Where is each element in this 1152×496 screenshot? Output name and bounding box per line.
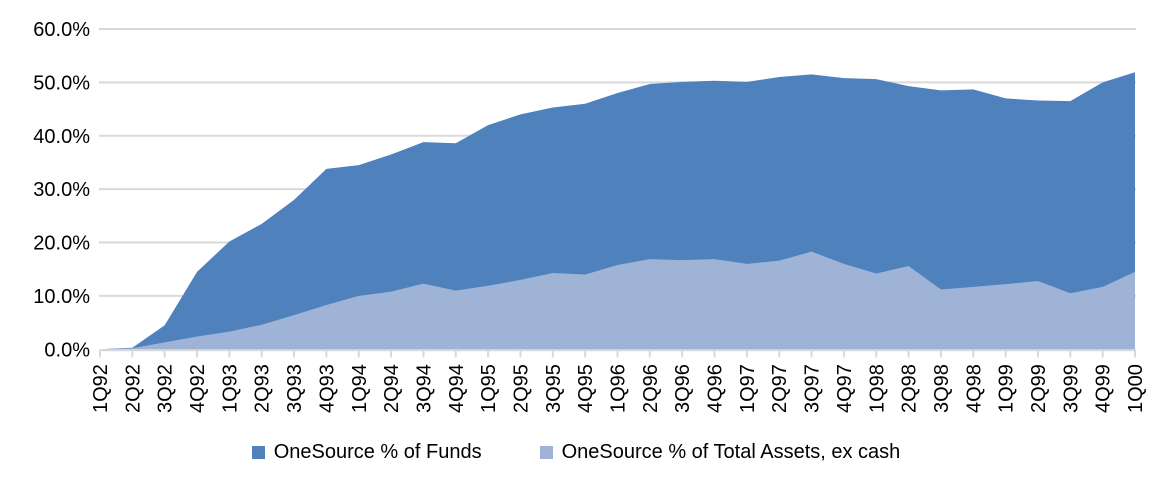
x-axis-tick-label: 1Q99 bbox=[996, 364, 1018, 413]
x-axis-tick-label: 3Q99 bbox=[1060, 364, 1082, 413]
x-axis-tick-label: 2Q93 bbox=[252, 364, 274, 413]
x-axis-tick-label: 2Q94 bbox=[381, 364, 403, 413]
x-axis-tick-label: 2Q96 bbox=[640, 364, 662, 413]
x-axis-tick-label: 4Q98 bbox=[963, 364, 985, 413]
legend-swatch-assets-icon bbox=[539, 446, 553, 459]
x-axis-tick-label: 4Q97 bbox=[834, 364, 856, 413]
assets-area-series bbox=[100, 251, 1135, 350]
area-chart: 0.0% 10.0% 20.0% 30.0% 40.0% 50.0% 60.0% 1Q92 2Q… bbox=[33, 19, 1147, 413]
x-axis-tick-label: 1Q97 bbox=[737, 364, 759, 413]
y-axis-tick-label: 20.0% bbox=[33, 233, 90, 255]
x-axis-tick-label: 4Q92 bbox=[187, 364, 209, 413]
x-axis-tick-label: 2Q99 bbox=[1028, 364, 1050, 413]
x-axis-tick-label: 1Q00 bbox=[1125, 364, 1147, 413]
x-axis-tick-label: 4Q95 bbox=[575, 364, 597, 413]
x-axis-tick-label: 2Q97 bbox=[769, 364, 791, 413]
x-axis-tick-label: 1Q95 bbox=[478, 364, 500, 413]
x-axis-tick-label: 3Q93 bbox=[284, 364, 306, 413]
y-axis-tick-label: 40.0% bbox=[33, 126, 90, 148]
legend-label-funds: OneSource % of Funds bbox=[273, 441, 482, 463]
y-axis-tick-label: 30.0% bbox=[33, 179, 90, 201]
x-axis-tick-label: 2Q95 bbox=[510, 364, 532, 413]
x-axis-tick-label: 3Q92 bbox=[155, 364, 177, 413]
x-axis-tick-label: 4Q96 bbox=[705, 364, 727, 413]
x-axis-tick-label: 3Q96 bbox=[672, 364, 694, 413]
y-axis-tick-label: 10.0% bbox=[33, 286, 90, 308]
x-axis-tick-label: 4Q94 bbox=[446, 364, 468, 413]
chart-legend: OneSource % of Funds OneSource % of Tota… bbox=[0, 441, 1152, 464]
x-axis-tick-label: 1Q98 bbox=[866, 364, 888, 413]
x-axis-tick-label: 1Q93 bbox=[219, 364, 241, 413]
x-axis-tick-label: 3Q94 bbox=[413, 364, 435, 413]
legend-item-funds: OneSource % of Funds bbox=[251, 441, 482, 464]
legend-swatch-funds-icon bbox=[251, 446, 265, 459]
x-axis-tick-label: 2Q98 bbox=[899, 364, 921, 413]
x-axis-tick-label: 1Q96 bbox=[608, 364, 630, 413]
legend-item-assets: OneSource % of Total Assets, ex cash bbox=[539, 441, 901, 464]
x-axis-tick-label: 4Q93 bbox=[316, 364, 338, 413]
x-axis-tick-label: 3Q98 bbox=[931, 364, 953, 413]
y-axis-tick-label: 50.0% bbox=[33, 72, 90, 94]
y-axis-tick-label: 0.0% bbox=[44, 339, 90, 361]
x-axis-tick-label: 1Q94 bbox=[349, 364, 371, 413]
x-axis-tick-label: 4Q99 bbox=[1093, 364, 1115, 413]
x-axis-tick-label: 1Q92 bbox=[90, 364, 112, 413]
legend-label-assets: OneSource % of Total Assets, ex cash bbox=[561, 441, 901, 463]
x-axis-tick-label: 3Q97 bbox=[802, 364, 824, 413]
x-axis-tick-label: 3Q95 bbox=[543, 364, 565, 413]
y-axis-tick-label: 60.0% bbox=[33, 19, 90, 41]
x-axis-tick-label: 2Q92 bbox=[122, 364, 144, 413]
